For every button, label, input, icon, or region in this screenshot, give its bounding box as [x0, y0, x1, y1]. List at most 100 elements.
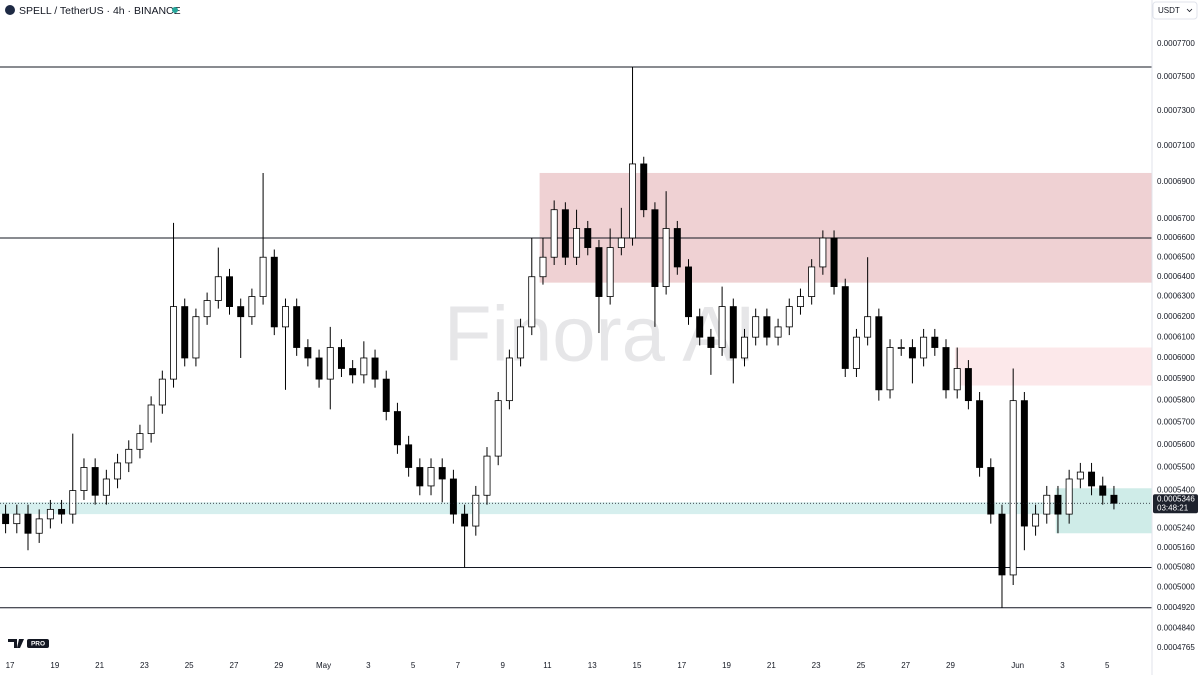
candle-body	[505, 357, 513, 402]
candle-body	[102, 478, 110, 496]
candle-body	[438, 467, 446, 480]
candle-body	[886, 347, 894, 391]
x-tick-label: 5	[1105, 661, 1110, 670]
candle-body	[69, 490, 77, 515]
candle-body	[819, 237, 827, 268]
candle-body	[449, 478, 457, 515]
candle-body	[315, 357, 323, 380]
y-tick-label: 0.0005000	[1157, 583, 1195, 592]
y-tick-label: 0.0007700	[1157, 39, 1195, 48]
candle-body	[58, 508, 66, 515]
zone	[0, 502, 1152, 515]
candle-body	[13, 513, 21, 525]
candle-body	[91, 467, 99, 496]
x-tick-label: 23	[812, 661, 821, 670]
candle-body	[830, 237, 838, 288]
candle-body	[494, 400, 502, 457]
y-tick-label: 0.0006900	[1157, 177, 1195, 186]
x-tick-label: Jun	[1011, 661, 1024, 670]
currency-button[interactable]	[1152, 1, 1198, 20]
y-tick-label: 0.0006400	[1157, 272, 1195, 281]
candle-body	[640, 163, 648, 211]
x-tick-label: 21	[767, 661, 776, 670]
y-tick-label: 0.0005700	[1157, 418, 1195, 427]
y-tick-label: 0.0006600	[1157, 233, 1195, 242]
y-tick-label: 0.0005160	[1157, 543, 1195, 552]
x-tick-label: May	[316, 661, 331, 670]
y-tick-label: 0.0004920	[1157, 603, 1195, 612]
logo-badge-text: PRO	[31, 641, 45, 648]
candle-body	[696, 316, 704, 338]
candle-body	[651, 209, 659, 288]
candle-body	[393, 411, 401, 446]
candle-body	[1009, 400, 1017, 576]
y-tick-label: 0.0005600	[1157, 440, 1195, 449]
candle-body	[1043, 494, 1051, 515]
x-tick-label: 25	[185, 661, 194, 670]
y-tick-label: 0.0005800	[1157, 396, 1195, 405]
watermark: Finora AI	[444, 290, 756, 378]
y-tick-label: 0.0006200	[1157, 312, 1195, 321]
candle-body	[897, 347, 905, 349]
y-tick-label: 0.0005500	[1157, 463, 1195, 472]
candle-body	[718, 306, 726, 348]
candle-body	[416, 467, 424, 487]
x-tick-label: 29	[274, 661, 283, 670]
x-tick-label: 17	[6, 661, 15, 670]
symbol-logo	[5, 5, 15, 15]
candle-body	[237, 306, 245, 318]
x-tick-label: 11	[543, 661, 552, 670]
candle-body	[539, 256, 547, 278]
y-tick-label: 0.0006000	[1157, 353, 1195, 362]
candle-body	[561, 209, 569, 258]
y-tick-label: 0.0006100	[1157, 332, 1195, 341]
candle-body	[707, 336, 715, 348]
candle-body	[617, 237, 625, 248]
candle-body	[976, 400, 984, 468]
candle-body	[528, 276, 536, 328]
candle-body	[170, 306, 178, 380]
candle-body	[203, 300, 211, 318]
candle-body	[35, 518, 43, 534]
candle-body	[226, 276, 233, 307]
candle-body	[953, 368, 961, 391]
x-tick-label: 9	[500, 661, 505, 670]
y-tick-label: 0.0005080	[1157, 563, 1195, 572]
candle-body	[998, 513, 1006, 576]
candle-body	[427, 467, 435, 487]
candle-body	[685, 266, 692, 318]
candle-body	[282, 306, 289, 328]
candle-body	[1054, 494, 1062, 515]
y-tick-label: 0.0006500	[1157, 252, 1195, 261]
tv-logo: PRO	[8, 639, 49, 648]
candle-body	[595, 247, 603, 297]
candle-body	[248, 296, 256, 318]
candle-body	[125, 448, 133, 464]
candle-body	[942, 347, 950, 391]
candle-body	[852, 336, 860, 369]
candle-body	[114, 462, 122, 480]
current-price-label: 0.0005346	[1157, 494, 1195, 503]
candle-body	[349, 368, 357, 376]
x-tick-label: 27	[901, 661, 910, 670]
candle-body	[1020, 400, 1028, 527]
candle-body	[192, 316, 200, 359]
axis-layer: 0.0007700 0.0007500 0.0007300 0.0007100 0.00…	[6, 39, 1198, 670]
candle-body	[136, 433, 144, 450]
x-tick-label: 19	[50, 661, 59, 670]
candle-body	[214, 276, 222, 301]
y-tick-label: 0.0007300	[1157, 106, 1195, 115]
candle-body	[908, 347, 916, 359]
candle-body	[517, 326, 525, 359]
current-price-box	[1153, 494, 1198, 514]
candle-body	[147, 404, 155, 435]
candle-body	[763, 316, 771, 338]
candle-body	[774, 326, 782, 338]
logo-mark	[8, 639, 24, 648]
candle-body	[550, 209, 558, 258]
candle-body	[673, 228, 681, 268]
candle-body	[741, 336, 748, 359]
candle-body	[931, 336, 939, 348]
candle-body	[629, 163, 637, 239]
